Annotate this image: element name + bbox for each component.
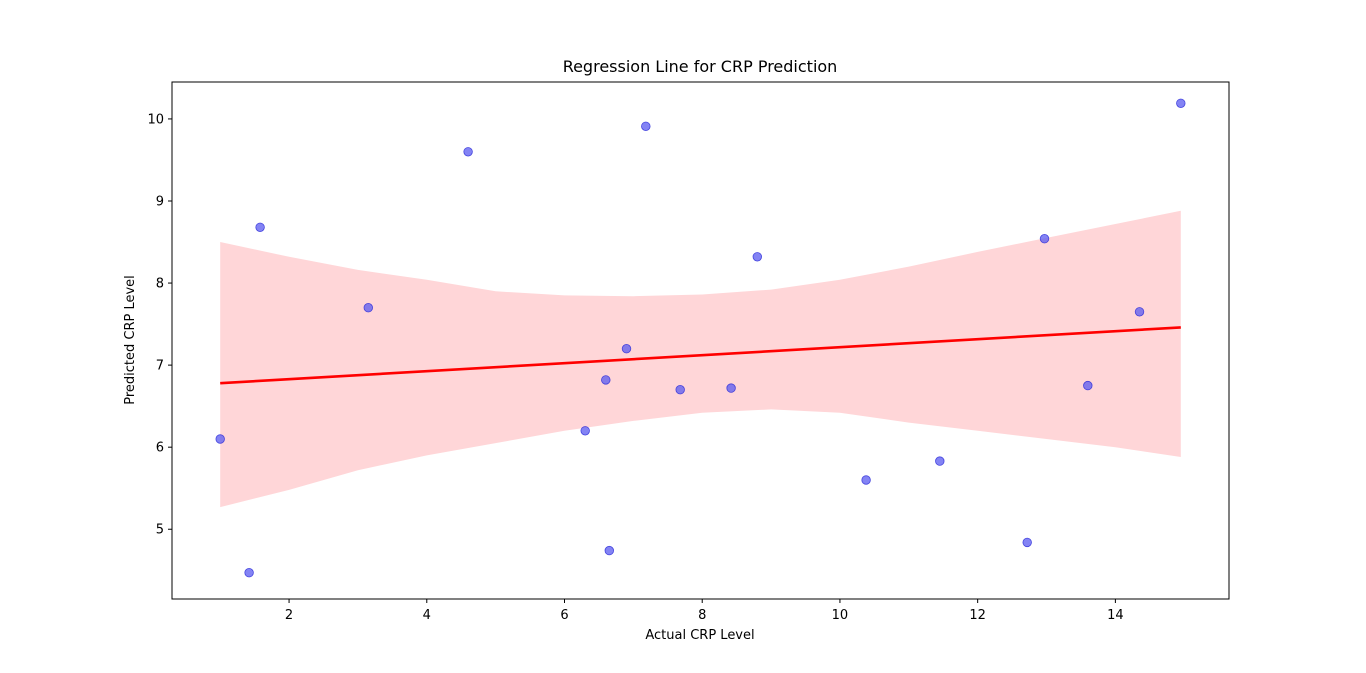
data-point: [1176, 98, 1186, 109]
x-tick-label: 6: [560, 608, 568, 623]
data-point: [1022, 537, 1032, 548]
data-point: [463, 147, 473, 157]
data-point: [752, 252, 763, 262]
x-axis-label: Actual CRP Level: [645, 628, 754, 643]
data-point: [255, 222, 265, 233]
confidence-band-layer: [220, 210, 1181, 508]
data-point: [1039, 233, 1050, 244]
data-point: [244, 568, 254, 578]
data-point: [726, 383, 736, 393]
data-point: [1134, 307, 1145, 317]
x-tick-label: 12: [969, 608, 986, 623]
x-tick-label: 14: [1107, 608, 1124, 623]
data-point: [861, 475, 871, 485]
data-point: [601, 375, 611, 385]
plot-frame: [171, 81, 1230, 600]
regression-line-layer: [220, 326, 1181, 385]
x-tick-label: 2: [285, 608, 293, 623]
regression-line: [220, 326, 1181, 385]
data-point: [621, 344, 632, 354]
x-tick-label: 8: [698, 608, 706, 623]
data-point: [1083, 380, 1093, 391]
data-point: [215, 434, 225, 444]
data-points-layer: [215, 98, 1186, 578]
x-tick-label: 10: [832, 608, 849, 623]
y-tick-label: 8: [156, 277, 164, 292]
data-point: [580, 426, 590, 436]
data-point: [363, 303, 374, 313]
chart-title: Regression Line for CRP Prediction: [563, 57, 838, 76]
x-tick-label: 4: [423, 608, 431, 623]
y-tick-label: 9: [156, 194, 164, 209]
y-tick-label: 5: [156, 523, 164, 538]
y-axis-ticks: 5 6 7 8 9 10: [147, 112, 172, 538]
data-point: [604, 545, 615, 556]
data-point: [641, 121, 651, 132]
data-point: [675, 385, 685, 395]
y-tick-label: 7: [156, 359, 164, 374]
y-tick-label: 10: [147, 112, 164, 127]
data-point: [935, 456, 945, 466]
y-tick-label: 6: [156, 441, 164, 456]
x-axis-ticks: 2 4 6 8 10 12 14: [285, 599, 1124, 623]
y-axis-label: Predicted CRP Level: [123, 275, 138, 405]
confidence-band: [220, 210, 1181, 508]
